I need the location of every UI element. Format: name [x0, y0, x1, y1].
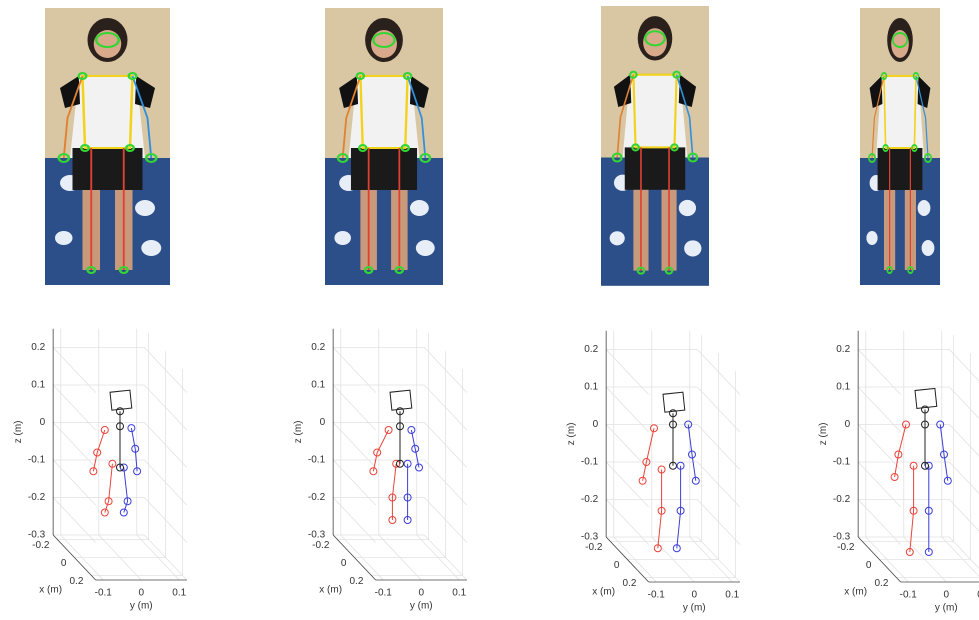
z-tick-label: -0.2 [581, 494, 599, 505]
skeleton-line [677, 425, 696, 549]
z-tick-label: 0 [320, 417, 326, 428]
head-box [663, 392, 685, 412]
z-tick-label: -0.2 [28, 492, 46, 503]
z-tick-label: -0.3 [833, 532, 851, 543]
x-axis-label: x (m) [39, 585, 62, 596]
x-tick-label: -0.2 [32, 540, 50, 551]
x-tick-label: 0.2 [69, 576, 83, 587]
skeleton-line [373, 430, 396, 520]
z-tick-label: -0.1 [833, 457, 851, 468]
grid-line [606, 500, 740, 545]
x-tick-label: 0.2 [622, 578, 636, 589]
x-axis-label: x (m) [844, 587, 867, 598]
grid-line [53, 498, 187, 543]
y-axis-label: y (m) [130, 601, 153, 612]
grid-line [858, 350, 979, 395]
grid-line [137, 329, 180, 580]
grid-line [862, 335, 953, 541]
grid-line [606, 350, 740, 395]
y-axis-label: y (m) [935, 603, 958, 614]
z-tick-label: -0.3 [308, 530, 326, 541]
grid-line [337, 333, 428, 539]
z-axis-label: z (m) [13, 420, 24, 443]
skeleton-line [408, 430, 419, 520]
grid-line [896, 371, 979, 577]
z-tick-label: 0.1 [311, 380, 325, 391]
x-tick-label: 0.2 [349, 576, 363, 587]
x-tick-label: -0.2 [837, 542, 855, 553]
head-box [915, 388, 937, 408]
y-tick-label: 0.1 [452, 588, 466, 599]
y-tick-label: 0 [943, 590, 949, 601]
z-tick-label: -0.3 [28, 530, 46, 541]
x-tick-label: 0 [341, 558, 347, 569]
z-axis-label: z (m) [293, 420, 304, 443]
skeleton-line [929, 425, 948, 553]
z-tick-label: -0.1 [308, 455, 326, 466]
photo [601, 6, 709, 286]
plot-3d: 0.20.10-0.1-0.2-0.3-0.200.2-0.100.1z (m)… [566, 331, 740, 614]
y-tick-label: 0.1 [172, 588, 186, 599]
photos [45, 6, 940, 286]
photo [860, 8, 940, 285]
x-tick-label: 0 [866, 560, 872, 571]
plot-3d: 0.20.10-0.1-0.2-0.3-0.200.2-0.100.1z (m)… [818, 331, 979, 614]
y-tick-label: 0 [418, 588, 424, 599]
grid-line [333, 348, 467, 393]
photo [325, 8, 443, 285]
x-tick-label: -0.2 [312, 540, 330, 551]
x-tick-label: 0.2 [874, 578, 888, 589]
grid-line [858, 500, 979, 545]
y-tick-label: -0.1 [648, 590, 666, 601]
z-tick-label: 0.2 [836, 344, 850, 355]
grid-line [333, 498, 467, 543]
y-tick-label: 0 [691, 590, 697, 601]
head-box [110, 390, 132, 410]
grid-line [690, 331, 733, 582]
grid-line [417, 329, 460, 580]
z-tick-label: 0.1 [836, 382, 850, 393]
head-box [390, 390, 412, 410]
x-tick-label: 0 [614, 560, 620, 571]
z-tick-label: 0.2 [31, 342, 45, 353]
x-axis-label: x (m) [319, 585, 342, 596]
y-axis-label: y (m) [410, 601, 433, 612]
z-axis-label: z (m) [566, 422, 577, 445]
y-tick-label: -0.1 [900, 590, 918, 601]
z-tick-label: 0.2 [584, 344, 598, 355]
z-tick-label: 0.1 [31, 380, 45, 391]
z-tick-label: 0 [845, 419, 851, 430]
z-tick-label: -0.2 [308, 492, 326, 503]
skeleton-line [93, 430, 112, 513]
z-axis-label: z (m) [818, 422, 829, 445]
grid-line [858, 462, 979, 507]
z-tick-label: -0.1 [581, 457, 599, 468]
grid-line [614, 331, 657, 582]
grid-line [858, 425, 979, 470]
photo [45, 8, 170, 285]
figure: 0.20.10-0.1-0.2-0.3-0.200.2-0.100.1z (m)… [0, 0, 979, 615]
grid-line [858, 387, 979, 432]
y-tick-label: 0.1 [725, 590, 739, 601]
z-tick-label: -0.1 [28, 455, 46, 466]
y-tick-label: -0.1 [95, 588, 113, 599]
x-tick-label: -0.2 [585, 542, 603, 553]
y-axis-label: y (m) [683, 603, 706, 614]
z-tick-label: -0.2 [833, 494, 851, 505]
y-tick-label: 0 [138, 588, 144, 599]
y-tick-label: -0.1 [375, 588, 393, 599]
x-tick-label: 0 [61, 558, 67, 569]
grid-line [610, 335, 701, 541]
z-tick-label: 0 [593, 419, 599, 430]
z-tick-label: 0 [40, 417, 46, 428]
z-tick-label: 0.1 [584, 382, 598, 393]
grid-line [53, 348, 187, 393]
z-tick-label: -0.3 [581, 532, 599, 543]
z-tick-label: 0.2 [311, 342, 325, 353]
x-axis-label: x (m) [592, 587, 615, 598]
